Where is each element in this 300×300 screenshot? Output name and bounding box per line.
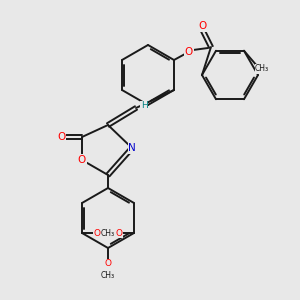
Text: O: O	[185, 47, 193, 57]
Text: O: O	[57, 132, 65, 142]
Text: CH₃: CH₃	[255, 64, 269, 73]
Text: CH₃: CH₃	[101, 271, 115, 280]
Text: O: O	[199, 21, 207, 31]
Text: O: O	[116, 229, 122, 238]
Text: CH₃: CH₃	[101, 229, 115, 238]
Text: O: O	[94, 229, 100, 238]
Text: H: H	[141, 101, 147, 110]
Text: O: O	[104, 260, 112, 268]
Text: CH₃: CH₃	[101, 229, 115, 238]
Text: N: N	[128, 143, 136, 153]
Text: O: O	[78, 155, 86, 165]
